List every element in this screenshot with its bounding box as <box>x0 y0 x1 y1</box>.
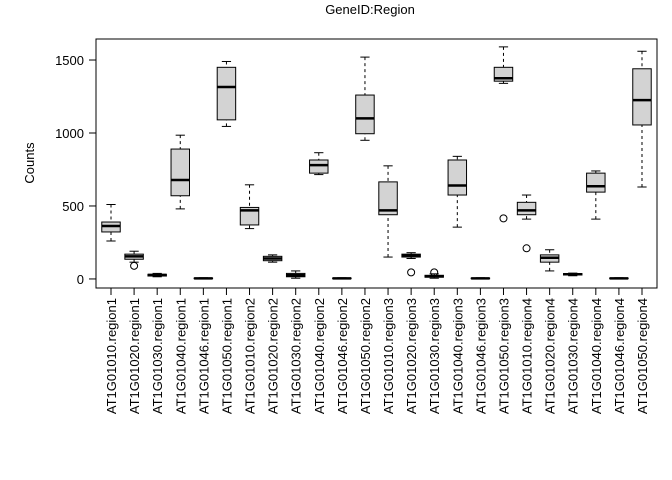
y-tick-label: 1000 <box>55 126 84 141</box>
x-tick-label: AT1G01010.region4 <box>520 298 535 414</box>
box <box>355 94 375 135</box>
box <box>378 181 398 216</box>
x-tick-label: AT1G01020.region1 <box>127 298 142 414</box>
y-tick-label: 500 <box>62 199 84 214</box>
x-tick-label: AT1G01020.region4 <box>543 298 558 414</box>
x-tick-label: AT1G01010.region3 <box>381 298 396 414</box>
x-tick-label: AT1G01040.region3 <box>450 298 465 414</box>
outlier <box>499 214 508 223</box>
x-tick-label: AT1G01046.region2 <box>335 298 350 414</box>
chart-title: GeneID:Region <box>325 2 415 17</box>
x-tick-label: AT1G01046.region4 <box>612 298 627 414</box>
x-tick-label: AT1G01050.region3 <box>496 298 511 414</box>
x-tick-label: AT1G01046.region1 <box>196 298 211 414</box>
box <box>239 206 260 226</box>
box <box>632 68 652 126</box>
box <box>447 159 468 196</box>
x-tick-label: AT1G01010.region2 <box>243 298 258 414</box>
x-tick-label: AT1G01050.region1 <box>219 298 234 414</box>
x-tick-label: AT1G01050.region4 <box>635 298 650 414</box>
box <box>216 66 237 121</box>
x-tick-label: AT1G01050.region2 <box>358 298 373 414</box>
x-tick-label: AT1G01040.region1 <box>173 298 188 414</box>
x-tick-label: AT1G01030.region2 <box>289 298 304 414</box>
x-tick-label: AT1G01020.region3 <box>404 298 419 414</box>
box <box>516 201 537 216</box>
outlier <box>430 268 439 277</box>
plot-frame <box>95 38 658 289</box>
x-tick-label: AT1G01040.region4 <box>589 298 604 414</box>
y-axis-label: Counts <box>22 142 37 184</box>
box <box>170 148 191 197</box>
x-tick-label: AT1G01046.region3 <box>473 298 488 414</box>
x-tick-label: AT1G01030.region1 <box>150 298 165 414</box>
x-tick-label: AT1G01030.region3 <box>427 298 442 414</box>
x-tick-label: AT1G01030.region4 <box>566 298 581 414</box>
y-tick-label: 1500 <box>55 53 84 68</box>
outlier <box>130 261 139 270</box>
box <box>309 159 329 174</box>
x-tick-label: AT1G01020.region2 <box>266 298 281 414</box>
box <box>586 172 606 193</box>
outlier <box>407 268 416 277</box>
x-tick-label: AT1G01040.region2 <box>312 298 327 414</box>
outlier <box>522 244 531 253</box>
x-tick-label: AT1G01010.region1 <box>104 298 119 414</box>
y-tick-label: 0 <box>77 272 84 287</box>
